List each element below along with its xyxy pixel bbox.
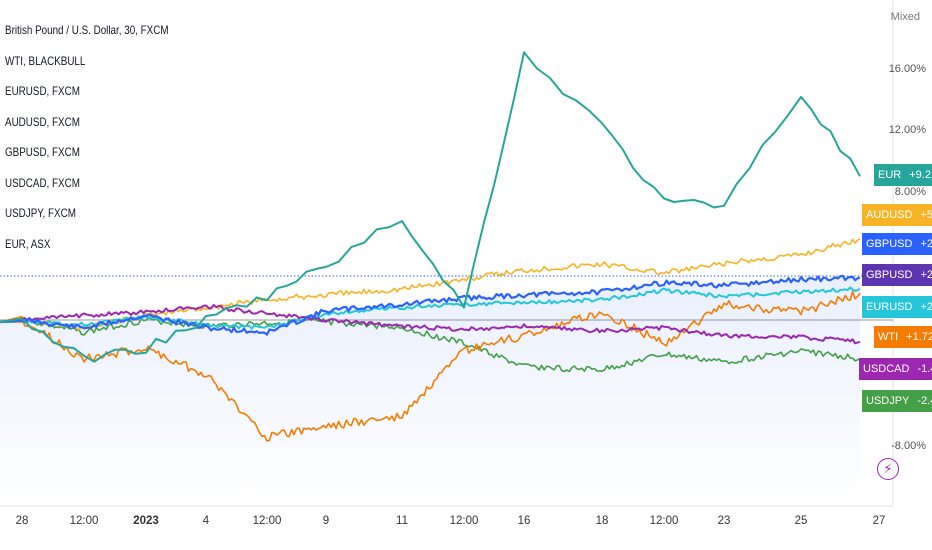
x-tick-label: 18 [595, 515, 609, 527]
x-tick-label: 12:00 [252, 515, 282, 527]
x-tick-label: 11 [396, 515, 408, 527]
legend-item-gbpusd-main[interactable]: British Pound / U.S. Dollar, 30, FXCM [5, 23, 169, 37]
x-tick-label: 12:00 [649, 515, 679, 527]
badge-value: -2.47% [913, 390, 932, 412]
y-tick-label: -8.00% [891, 440, 926, 452]
x-tick-label: 4 [202, 515, 210, 527]
badge-usdjpy: USDJPY -2.47% [862, 390, 932, 412]
badge-eur: EUR +9.21% [874, 164, 932, 186]
x-tick-label: 23 [717, 515, 731, 527]
badge-audusd: AUDUSD +5.19% [862, 204, 932, 226]
series-line-eur [0, 51, 861, 363]
x-tick-label: 9 [322, 515, 330, 527]
legend-item-audusd[interactable]: AUDUSD, FXCM [5, 114, 80, 129]
badge-wti: WTI +1.72% [874, 326, 932, 348]
badge-symbol: USDCAD [859, 358, 914, 380]
badge-symbol: EUR [874, 164, 906, 186]
x-tick-label: 16 [517, 515, 531, 527]
badge-value: -1.40% [913, 358, 932, 380]
series-line-gbpusd [0, 274, 861, 336]
series-line-usdcad [0, 304, 861, 345]
badge-symbol: AUDUSD [862, 204, 917, 226]
badge-symbol: GBPUSD [862, 233, 917, 255]
series-line-usdjpy [0, 316, 861, 373]
badge-value: +5.19% [916, 204, 932, 226]
series-line-audusd [0, 238, 861, 331]
badge-value: +2.71% [916, 233, 932, 255]
scale-mode-label[interactable]: Mixed [890, 11, 920, 23]
x-tick-label: 28 [15, 515, 29, 527]
badge-gbpusd: GBPUSD +2.71% [862, 233, 932, 255]
badge-usdcad: USDCAD -1.40% [859, 358, 932, 380]
x-tick-label: 25 [794, 515, 808, 527]
x-tick-label: 12:00 [449, 515, 479, 527]
badge-symbol: GBPUSD [862, 264, 917, 286]
legend-item-usdcad[interactable]: USDCAD, FXCM [5, 175, 80, 190]
badge-symbol: EURUSD [862, 296, 917, 318]
y-tick-label: 8.00% [894, 186, 926, 198]
y-tick-label: 16.00% [888, 63, 926, 75]
legend-item-eur[interactable]: EUR, ASX [5, 236, 51, 251]
badge-value: +9.21% [905, 164, 932, 186]
badge-value: +1.72% [902, 326, 932, 348]
lightning-icon[interactable]: ⚡ [877, 458, 899, 480]
badge-eurusd: EURUSD +2.00% [862, 296, 932, 318]
legend-item-usdjpy[interactable]: USDJPY, FXCM [5, 206, 76, 220]
legend-item-eurusd[interactable]: EURUSD, FXCM [5, 84, 80, 98]
x-tick-label: 12:00 [69, 515, 99, 527]
series-line-wti [0, 290, 861, 442]
gbpusd-area-fill [0, 275, 860, 506]
badge-value: +2.71% [916, 264, 932, 286]
badge-value: +2.00% [916, 296, 932, 318]
legend-item-wti[interactable]: WTI, BLACKBULL [5, 53, 86, 68]
y-tick-label: 12.00% [888, 124, 926, 136]
badge-gbpusd-main: GBPUSD +2.71% [862, 264, 932, 286]
legend-item-gbpusd[interactable]: GBPUSD, FXCM [5, 145, 80, 159]
x-tick-label: 2023 [133, 515, 159, 527]
x-tick-label: 27 [872, 515, 886, 527]
badge-symbol: USDJPY [862, 390, 914, 412]
badge-symbol: WTI [874, 326, 903, 348]
legend: British Pound / U.S. Dollar, 30, FXCM WT… [5, 22, 204, 266]
